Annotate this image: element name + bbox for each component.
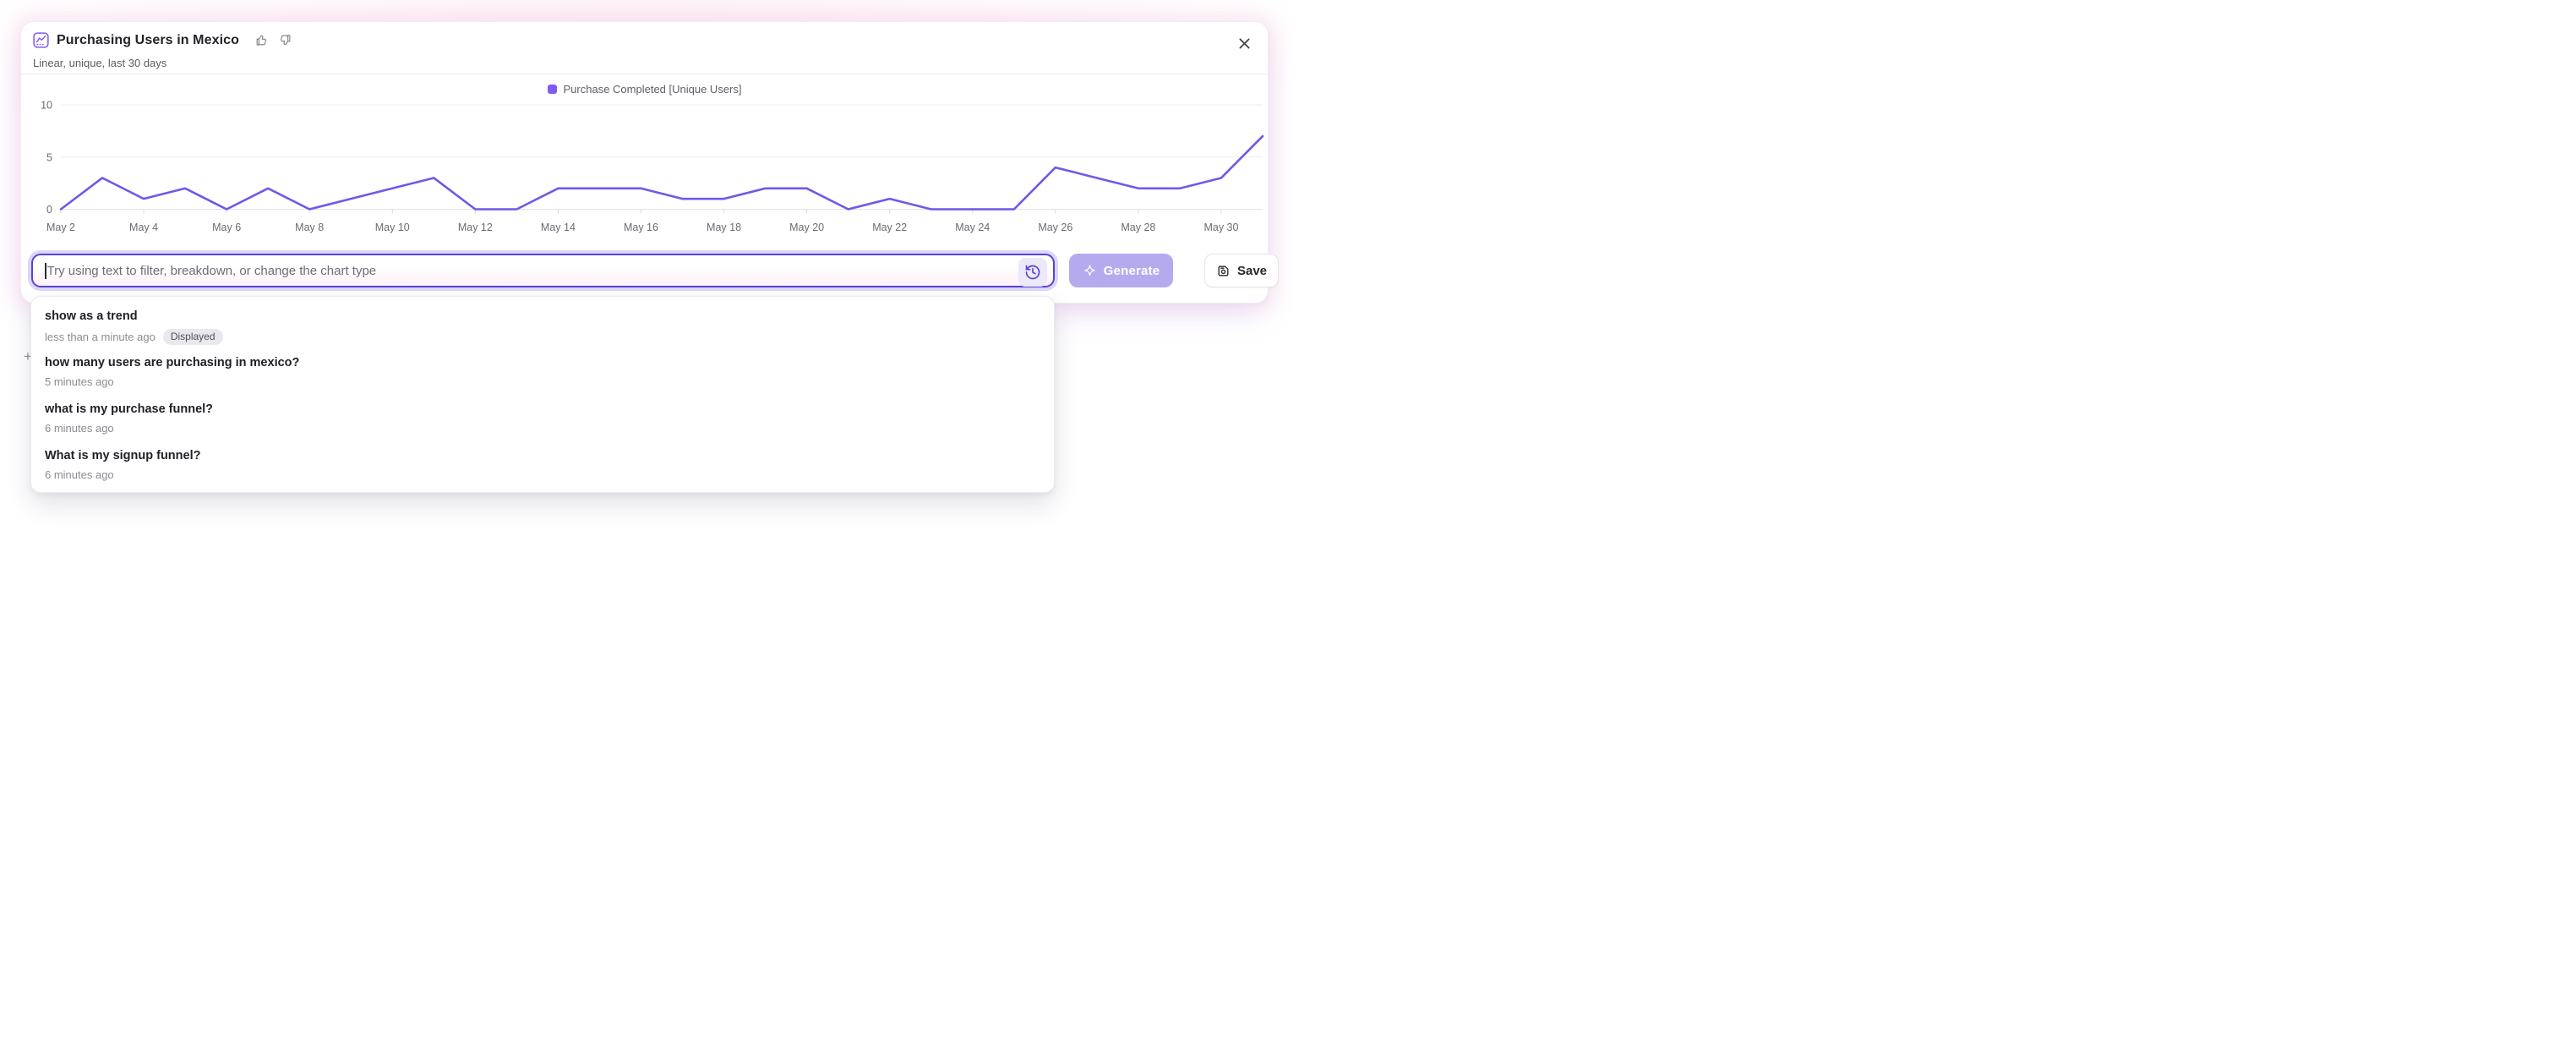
thumbs-up-button[interactable]	[254, 32, 270, 48]
legend-swatch	[547, 85, 557, 94]
prompt-bar: Try using text to filter, breakdown, or …	[31, 254, 1279, 287]
history-button[interactable]	[1018, 258, 1047, 287]
line-chart-icon	[33, 32, 49, 48]
history-item[interactable]: What is my signup funnel? 6 minutes ago	[31, 440, 1054, 487]
svg-text:0: 0	[46, 204, 52, 216]
history-query: how many users are purchasing in mexico?	[45, 356, 300, 369]
svg-text:May 18: May 18	[707, 222, 741, 233]
svg-text:10: 10	[41, 100, 52, 112]
ai-chart-card: Purchasing Users in Mexico Linear, uniqu…	[20, 21, 1279, 304]
svg-text:May 26: May 26	[1038, 222, 1072, 233]
thumbs-up-icon	[256, 35, 267, 46]
history-query: what is my purchase funnel?	[45, 402, 214, 416]
history-icon	[1025, 265, 1040, 280]
save-button[interactable]: Save	[1204, 254, 1279, 287]
generate-button[interactable]: Generate	[1069, 254, 1173, 287]
svg-text:May 2: May 2	[46, 222, 75, 233]
page-title: Purchasing Users in Mexico	[57, 32, 240, 47]
history-timestamp: 6 minutes ago	[45, 422, 114, 435]
svg-text:May 20: May 20	[789, 222, 824, 233]
svg-text:May 4: May 4	[129, 222, 158, 233]
history-query: What is my signup funnel?	[45, 449, 201, 462]
svg-text:May 30: May 30	[1203, 222, 1238, 233]
svg-text:May 8: May 8	[295, 222, 324, 233]
svg-text:May 28: May 28	[1121, 222, 1155, 233]
svg-text:5: 5	[46, 151, 52, 163]
close-button[interactable]	[1235, 34, 1254, 53]
text-caret	[45, 262, 46, 279]
svg-text:May 24: May 24	[955, 222, 990, 233]
svg-text:May 6: May 6	[212, 222, 241, 233]
svg-text:May 16: May 16	[624, 222, 658, 233]
chart-legend[interactable]: Purchase Completed [Unique Users]	[21, 83, 1268, 96]
save-label: Save	[1236, 263, 1268, 278]
status-badge: Displayed	[162, 329, 223, 345]
history-query: show as a trend	[45, 309, 138, 323]
close-icon	[1239, 38, 1250, 49]
background-plus-glyph: +	[24, 348, 32, 364]
thumbs-down-icon	[281, 35, 291, 46]
history-timestamp: 6 minutes ago	[45, 468, 114, 481]
svg-text:May 22: May 22	[872, 222, 907, 233]
history-timestamp: 5 minutes ago	[45, 375, 114, 388]
card-header: Purchasing Users in Mexico	[33, 32, 293, 48]
legend-label: Purchase Completed [Unique Users]	[563, 83, 742, 96]
prompt-placeholder: Try using text to filter, breakdown, or …	[46, 263, 377, 278]
prompt-history-dropdown: show as a trend less than a minute ago D…	[30, 296, 1055, 493]
sparkle-icon	[1083, 265, 1095, 276]
thumbs-down-button[interactable]	[277, 32, 293, 48]
svg-text:May 10: May 10	[375, 222, 410, 233]
history-timestamp: less than a minute ago	[45, 331, 156, 343]
history-item[interactable]: how many users are purchasing in mexico?…	[31, 347, 1054, 394]
generate-label: Generate	[1103, 263, 1160, 278]
history-item[interactable]: show as a trend less than a minute ago D…	[31, 301, 1054, 347]
chart-settings-summary: Linear, unique, last 30 days	[33, 57, 167, 69]
svg-text:May 14: May 14	[541, 222, 576, 233]
save-icon	[1218, 265, 1229, 276]
ai-prompt-input[interactable]: Try using text to filter, breakdown, or …	[31, 254, 1055, 287]
history-item[interactable]: what is my purchase funnel? 6 minutes ag…	[31, 394, 1054, 440]
svg-text:May 12: May 12	[458, 222, 493, 233]
trend-chart: 0 5 10 May 2 May 4 May 6 May 8 May 10 May 12 May …	[41, 100, 1264, 233]
